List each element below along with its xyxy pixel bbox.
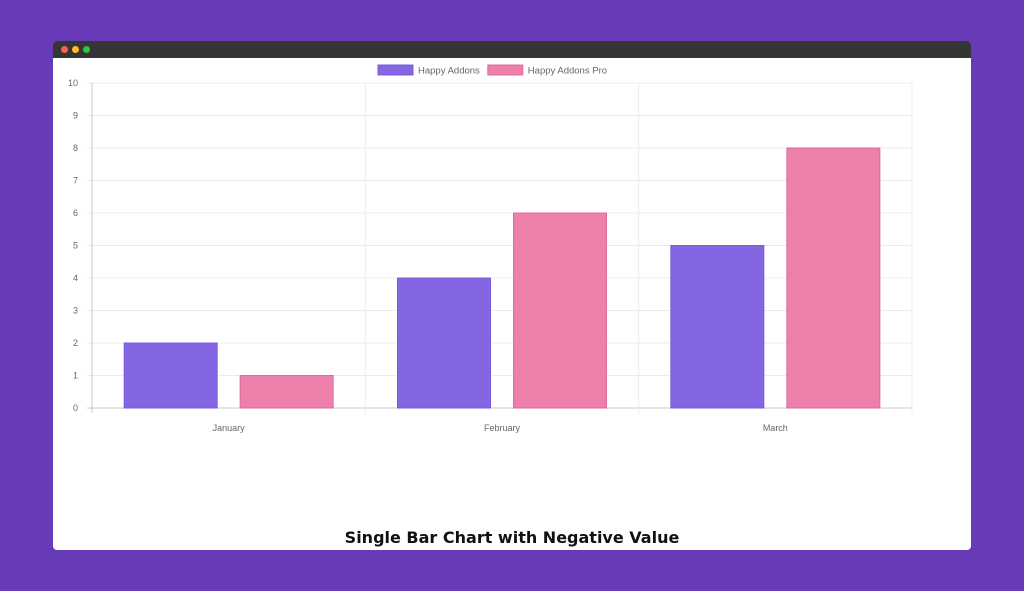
close-button[interactable] <box>61 46 68 53</box>
bar-happy-addons <box>670 245 765 409</box>
x-tick-label: January <box>213 423 246 433</box>
legend-label: Happy Addons <box>418 66 480 77</box>
chart-caption: Single Bar Chart with Negative Value <box>344 528 680 547</box>
x-tick-label: February <box>484 423 521 433</box>
bar-happy-addons <box>397 277 491 409</box>
y-tick-label: 5 <box>73 241 78 251</box>
y-tick-label: 1 <box>73 371 78 381</box>
minimize-button[interactable] <box>72 46 79 53</box>
y-tick-label: 0 <box>73 403 78 413</box>
y-tick-label: 4 <box>73 273 78 283</box>
legend-swatch <box>487 64 524 76</box>
y-tick-label: 9 <box>73 111 78 121</box>
legend-swatch <box>377 64 414 76</box>
y-tick-label: 10 <box>68 78 78 88</box>
x-tick-label: March <box>763 423 788 433</box>
legend-label: Happy Addons Pro <box>528 66 607 77</box>
y-tick-label: 6 <box>73 208 78 218</box>
y-tick-label: 2 <box>73 338 78 348</box>
bar-happy-addons-pro <box>239 375 334 409</box>
window-titlebar <box>53 41 971 58</box>
maximize-button[interactable] <box>83 46 90 53</box>
y-tick-label: 3 <box>73 306 78 316</box>
bar-happy-addons-pro <box>513 212 607 409</box>
y-tick-label: 8 <box>73 143 78 153</box>
y-tick-label: 7 <box>73 176 78 186</box>
bar-happy-addons <box>123 342 218 409</box>
bar-happy-addons-pro <box>786 147 881 409</box>
